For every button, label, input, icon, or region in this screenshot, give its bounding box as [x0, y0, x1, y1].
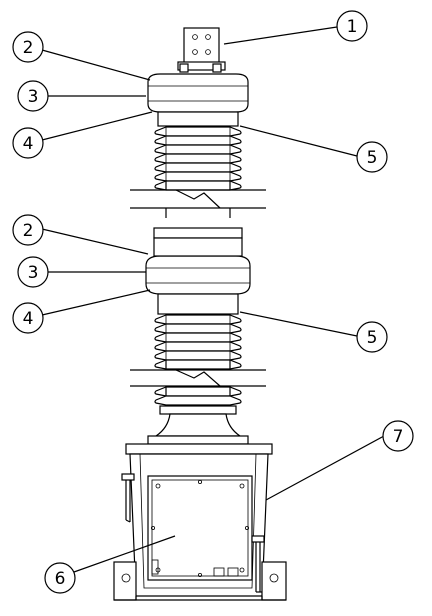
callout-3-upper: 3: [17, 80, 49, 112]
insulator-shed: [154, 144, 242, 155]
callout-4-middle: 4: [12, 302, 44, 334]
insulator-shed: [154, 135, 242, 146]
insulator-shed: [154, 162, 242, 173]
svg-text:2: 2: [23, 221, 34, 241]
insulator-shed: [154, 171, 242, 182]
svg-text:4: 4: [23, 309, 34, 329]
leader-lines: [41, 26, 385, 573]
top-terminal: [177, 27, 226, 73]
insulator-shed: [154, 323, 242, 334]
svg-text:3: 3: [28, 87, 39, 107]
insulator-shed: [154, 180, 242, 191]
callout-5-upper: 5: [356, 141, 388, 173]
insulator-shed: [154, 341, 242, 352]
svg-text:4: 4: [23, 134, 34, 154]
insulator-shed: [154, 332, 242, 343]
insulator-shed: [154, 126, 242, 137]
insulator-shed: [154, 395, 242, 406]
svg-text:5: 5: [367, 328, 378, 348]
insulator-shed: [154, 386, 242, 397]
callout-6: 6: [44, 562, 76, 594]
callout-4-upper: 4: [12, 127, 44, 159]
svg-text:6: 6: [55, 569, 66, 589]
svg-text:5: 5: [367, 148, 378, 168]
insulator-shed: [154, 350, 242, 361]
svg-text:1: 1: [347, 17, 358, 37]
lower-insulator-sheds: [154, 314, 242, 406]
callout-5-middle: 5: [356, 321, 388, 353]
svg-text:2: 2: [23, 38, 34, 58]
insulator-shed: [154, 153, 242, 164]
callout-1: 1: [336, 10, 368, 42]
upper-break: [130, 180, 266, 218]
callout-3-middle: 3: [17, 256, 49, 288]
callout-2-middle: 2: [12, 214, 44, 246]
lower-break: [130, 360, 266, 396]
upper-flange: [147, 73, 249, 127]
middle-flange: [145, 227, 251, 315]
upper-insulator-sheds: [154, 126, 242, 191]
svg-text:3: 3: [28, 263, 39, 283]
callout-7: 7: [382, 420, 414, 452]
insulator-shed: [154, 359, 242, 370]
svg-text:7: 7: [393, 427, 404, 447]
insulator-shed: [154, 314, 242, 325]
base-tank: [113, 443, 287, 601]
base-neck: [147, 405, 249, 445]
callout-2-upper: 2: [12, 31, 44, 63]
